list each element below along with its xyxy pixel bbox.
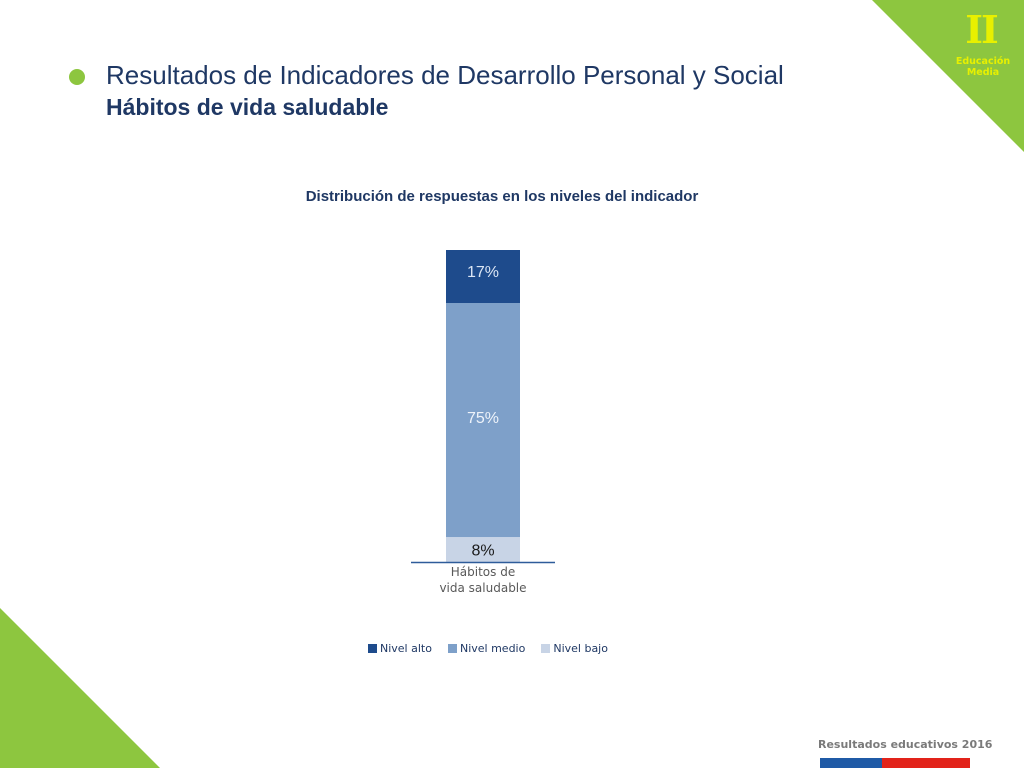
footer-text: Resultados educativos 2016 — [818, 738, 993, 751]
bar-segment-nivel-alto — [446, 250, 520, 304]
page-subtitle: Hábitos de vida saludable — [106, 94, 389, 120]
legend-label: Nivel bajo — [553, 642, 608, 655]
chart-title: Distribución de respuestas en los nivele… — [305, 188, 699, 205]
page-title: Resultados de Indicadores de Desarrollo … — [106, 60, 784, 90]
title-bullet-icon — [69, 69, 85, 85]
x-tick-label-line1: Hábitos de — [451, 565, 515, 579]
legend-swatch — [447, 644, 457, 653]
education-level-label-line2: Media — [966, 67, 1000, 78]
footer-red-bar — [882, 758, 970, 768]
chart-legend: Nivel alto Nivel medio Nivel bajo — [368, 642, 608, 655]
legend-label: Nivel medio — [459, 642, 526, 655]
legend-label: Nivel alto — [380, 642, 432, 655]
x-tick-label-line2: vida saludable — [439, 581, 526, 595]
legend-item-nivel-bajo: Nivel bajo — [541, 642, 608, 655]
data-label-nivel-alto: 17% — [467, 264, 499, 281]
legend-swatch — [541, 644, 551, 653]
legend-item-nivel-medio: Nivel medio — [447, 642, 526, 655]
education-level-label-line1: Educación — [955, 56, 1011, 67]
data-label-nivel-medio: 75% — [467, 410, 499, 427]
footer-blue-bar — [820, 758, 882, 768]
education-level-roman-numeral: II — [965, 7, 999, 52]
legend-swatch — [368, 644, 377, 653]
legend-item-nivel-alto: Nivel alto — [368, 642, 432, 655]
data-label-nivel-bajo: 8% — [471, 543, 494, 560]
bar-segment-nivel-bajo — [446, 537, 520, 562]
education-level-label: Educación Media — [948, 56, 1018, 78]
bar-segment-nivel-medio — [446, 303, 520, 538]
